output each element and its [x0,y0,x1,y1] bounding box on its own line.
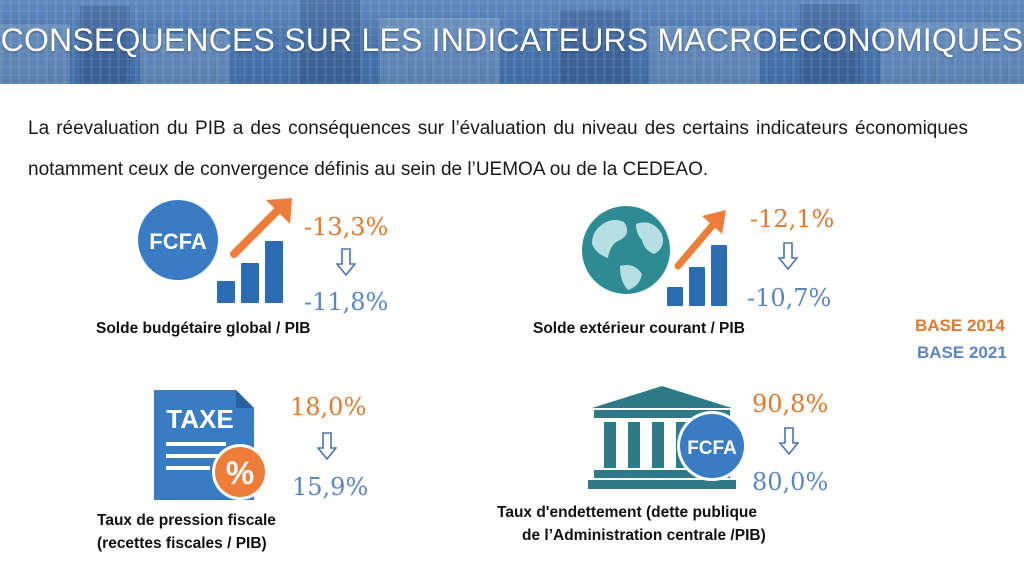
percent-badge-text: % [226,455,254,491]
indicator-label: Solde budgétaire global / PIB [96,320,311,337]
building-shape [0,24,70,84]
building-shape [560,10,630,84]
page-title: CONSEQUENCES SUR LES INDICATEURS MACROEC… [0,22,1024,58]
window-texture [0,0,1024,84]
building-shape [800,4,860,84]
fcfa-icon-text: FCFA [687,438,737,459]
indicator-label-line2: (recettes fiscales / PIB) [97,535,267,552]
down-arrow-icon [336,248,356,277]
indicator-label-line1: Taux de pression fiscale [97,512,276,529]
intro-paragraph: La réevaluation du PIB a des conséquence… [28,118,968,180]
down-arrow-icon [317,432,337,461]
tax-icon-text: TAXE [166,404,233,434]
down-arrow-icon [778,242,798,271]
building-shape [380,18,500,84]
indicator-label-line2: de l’Administration centrale /PIB) [522,527,766,544]
tax-document-icon: TAXE % [154,390,268,500]
fcfa-growth-chart-icon: FCFA [138,198,292,305]
indicator-label: Solde extérieur courant / PIB [533,320,745,337]
fcfa-icon-text: FCFA [149,229,207,254]
indicator-label-line1: Taux d'endettement (dette publique [497,504,758,521]
value-2021: 80,0% [752,468,829,496]
legend-base-2021: BASE 2021 [917,343,1007,362]
globe-growth-chart-icon [582,206,729,308]
value-2014: -13,3% [304,213,389,241]
header-banner: CONSEQUENCES SUR LES INDICATEURS MACROEC… [0,0,1024,84]
bank-fcfa-icon: FCFA [588,386,747,489]
value-2014: 90,8% [752,390,829,418]
building-shape [650,26,760,84]
value-2021: 15,9% [292,473,369,501]
value-2014: -12,1% [750,205,835,233]
down-arrow-icon [779,427,799,456]
building-shape [300,0,360,84]
value-2014: 18,0% [290,393,367,421]
value-2021: -11,8% [304,288,389,316]
building-shape [140,34,230,84]
building-shape [80,6,130,84]
legend-base-2014: BASE 2014 [915,316,1005,335]
value-2021: -10,7% [747,284,832,312]
building-shape [880,22,1024,84]
